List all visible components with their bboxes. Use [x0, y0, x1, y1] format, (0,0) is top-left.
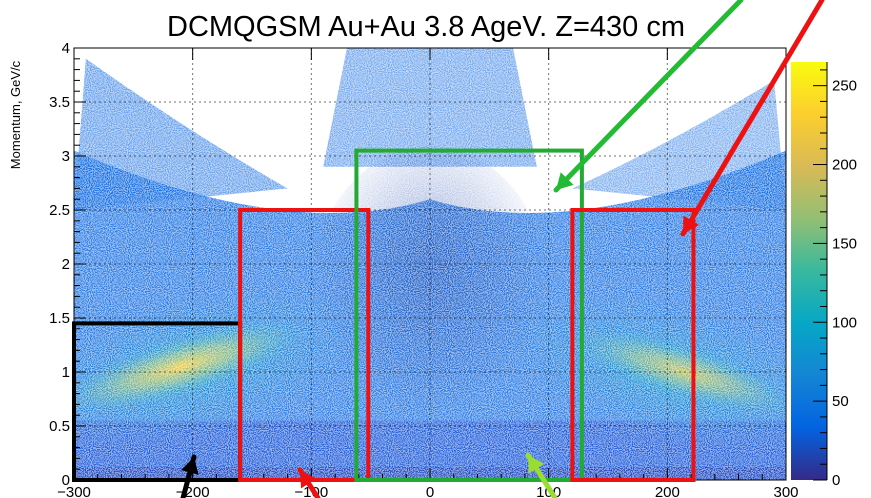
color-scale-label: 150	[832, 235, 857, 252]
grid-lines	[74, 48, 786, 480]
y-tick-label: 3.5	[49, 94, 70, 111]
color-scale-label: 100	[832, 314, 857, 331]
x-tick-label: 200	[655, 484, 680, 498]
annotation-arrow-3	[180, 454, 199, 498]
heatmap-area	[74, 48, 786, 480]
annotation-arrow-4	[297, 467, 321, 498]
color-scale-label: 200	[832, 157, 857, 174]
y-tick-label: 4	[62, 40, 70, 57]
x-tick-label: 300	[773, 484, 798, 498]
color-scale-labels: 0 50 100 150 200 250	[832, 78, 857, 489]
color-scale-label: 50	[832, 393, 849, 410]
y-tick-labels: 0 0.5 1 1.5 2 2.5 3 3.5 4	[49, 40, 70, 489]
y-tick-label: 0	[62, 472, 70, 489]
annotation-arrow-5	[525, 452, 558, 498]
annotation-arrows	[180, 0, 825, 498]
x-tick-labels: −300−200−1000100200300	[57, 484, 798, 498]
y-tick-label: 0.5	[49, 418, 70, 435]
y-tick-label: 3	[62, 148, 70, 165]
region-box-4	[570, 208, 696, 482]
color-scale-bar	[791, 62, 828, 481]
color-scale-gradient	[791, 62, 827, 480]
x-tick-label: 0	[426, 484, 434, 498]
y-tick-label: 1.5	[49, 310, 70, 327]
y-tick-label: 2.5	[49, 202, 70, 219]
region-boxes	[72, 148, 696, 482]
x-tick-label: −300	[57, 484, 91, 498]
region-box-3	[354, 148, 584, 482]
y-tick-label: 2	[62, 256, 70, 273]
annotation-arrow-1	[553, 0, 744, 193]
color-scale-label: 250	[832, 78, 857, 95]
chart-title: DCMQGSM Au+Au 3.8 AgeV. Z=430 cm	[167, 11, 685, 43]
color-scale-label: 0	[832, 472, 840, 489]
x-tick-label: −200	[176, 484, 210, 498]
annotation-arrow-2	[680, 0, 825, 237]
y-tick-label: 1	[62, 364, 70, 381]
y-axis-title: Momentum, GeV/c	[8, 60, 23, 169]
